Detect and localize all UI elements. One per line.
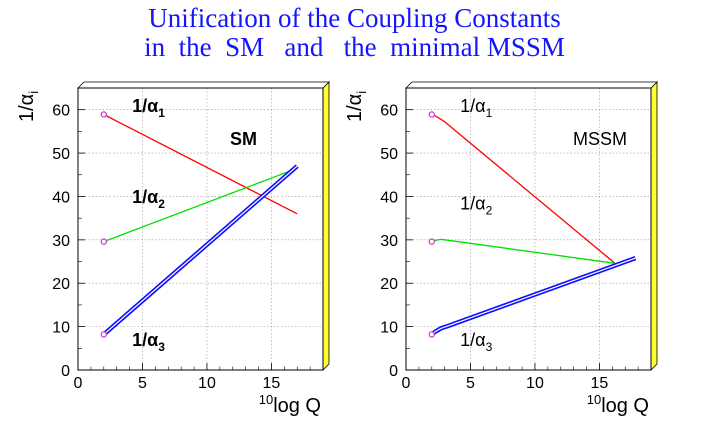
x-tick-label: 0 xyxy=(74,375,83,392)
y-tick-label: 60 xyxy=(52,103,70,120)
y-tick-label: 10 xyxy=(52,320,70,337)
series-start-marker xyxy=(428,331,435,338)
y-tick-label: 10 xyxy=(380,320,398,337)
x-tick-label: 5 xyxy=(138,375,147,392)
y-tick-label: 60 xyxy=(380,103,398,120)
title-line-1: Unification of the Coupling Constants xyxy=(148,3,561,33)
y-tick-label: 30 xyxy=(380,233,398,250)
series-label-1: 1/α1 xyxy=(132,96,165,120)
panel-annotation: MSSM xyxy=(573,129,627,149)
frame-side-shadow xyxy=(322,81,330,371)
frame-top-shadow xyxy=(77,81,330,89)
x-tick-label: 10 xyxy=(526,375,544,392)
panel-sm: 0 10 20 30 40 50 60 0 5 10 15 1/αi 10log Q SM 1/α1 1/α2… xyxy=(16,81,330,417)
x-tick-label: 15 xyxy=(263,375,281,392)
series-label-3: 1/α3 xyxy=(132,330,165,354)
x-axis-label: 10log Q xyxy=(259,392,321,417)
series-label-1: 1/α1 xyxy=(460,96,492,120)
series-line-2 xyxy=(103,167,298,243)
series-line-2 xyxy=(431,238,615,264)
series-label-2: 1/α2 xyxy=(460,193,492,217)
series-label-2: 1/α2 xyxy=(132,187,165,211)
series-start-marker xyxy=(100,238,107,245)
series-start-marker xyxy=(100,331,107,338)
y-tick-label: 50 xyxy=(380,146,398,163)
x-tick-label: 15 xyxy=(591,375,609,392)
y-tick-label: 0 xyxy=(61,363,70,380)
y-tick-label: 40 xyxy=(52,189,70,206)
series-start-marker xyxy=(428,111,435,118)
x-tick-label: 10 xyxy=(198,375,216,392)
y-axis-label: 1/αi xyxy=(16,91,41,122)
y-tick-label: 30 xyxy=(52,233,70,250)
x-tick-label: 0 xyxy=(402,375,411,392)
y-tick-label: 20 xyxy=(52,276,70,293)
series-start-marker xyxy=(428,238,435,245)
x-tick-label: 5 xyxy=(466,375,475,392)
series-line-1 xyxy=(103,113,298,215)
y-tick-label: 40 xyxy=(380,189,398,206)
series-line-3-band-core xyxy=(103,165,298,335)
series-line-3-band-core xyxy=(431,257,636,335)
series-label-3: 1/α3 xyxy=(460,330,492,354)
panel-annotation: SM xyxy=(230,129,257,149)
plot-frame xyxy=(77,87,324,371)
x-axis-label: 10log Q xyxy=(587,392,649,417)
plot-frame xyxy=(405,87,652,371)
y-axis-label: 1/αi xyxy=(344,91,369,122)
panel-mssm: 0 10 20 30 40 50 60 0 5 10 15 1/αi 10log Q MSSM 1/α1 1/… xyxy=(344,81,658,417)
frame-side-shadow xyxy=(650,81,658,371)
y-tick-label: 50 xyxy=(52,146,70,163)
series-start-marker xyxy=(100,111,107,118)
y-tick-label: 20 xyxy=(380,276,398,293)
chart-title: Unification of the Coupling Constants in… xyxy=(0,4,709,62)
frame-top-shadow xyxy=(405,81,658,89)
title-line-2: in the SM and the minimal MSSM xyxy=(144,32,565,62)
y-tick-label: 0 xyxy=(389,363,398,380)
